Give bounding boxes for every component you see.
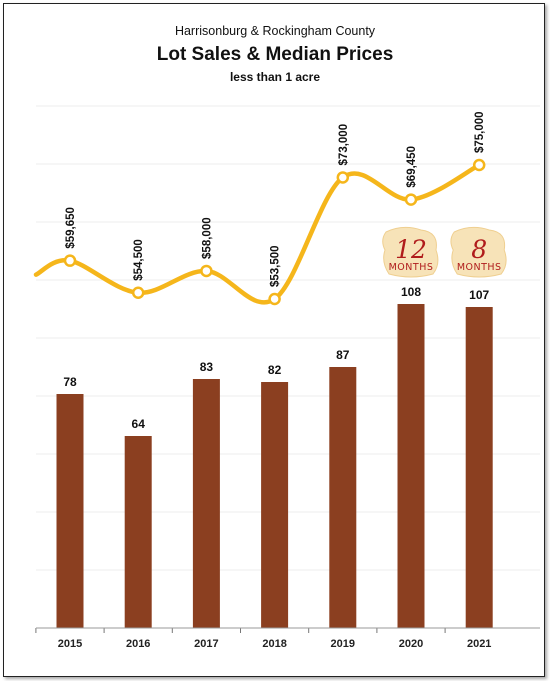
chart-subtitle: less than 1 acre [229,70,321,84]
bar [329,367,357,628]
bar [124,436,152,628]
bar-value-label: 87 [336,348,350,362]
bar-value-label: 107 [469,288,489,302]
price-value-label: $58,000 [201,217,213,259]
bar-value-label: 83 [200,360,214,374]
price-value-label: $75,000 [474,111,486,153]
bar-value-label: 108 [401,285,421,299]
chart-title: Lot Sales & Median Prices [156,44,394,65]
price-point [268,292,281,306]
bar [192,379,220,628]
x-tick-label: 2017 [194,638,218,650]
x-tick-label: 2018 [262,638,286,650]
annotation-number: 8 [471,235,487,264]
price-line [33,162,482,305]
price-value-label: $69,450 [406,146,418,188]
chart-region-title: Harrisonburg & Rockingham County [174,24,376,38]
bar [261,382,289,628]
x-tick-label: 2021 [467,638,491,650]
price-point [63,254,77,267]
x-tick-label: 2015 [58,638,82,650]
price-point [336,171,350,184]
price-point [131,286,145,300]
x-tick-label: 2020 [399,638,423,650]
bar-value-label: 64 [132,417,146,431]
price-value-label: $59,650 [65,207,77,249]
price-point [404,193,418,206]
bar [397,304,425,628]
annotation-highlight [450,226,507,278]
price-value-label: $54,500 [133,239,145,281]
price-point [200,264,213,278]
bar-value-label: 82 [268,363,282,377]
annotation-months: MONTHS [457,262,502,273]
annotation-highlight [382,226,439,278]
x-tick-label: 2016 [126,638,150,650]
bar [465,307,493,628]
annotation-number: 12 [395,235,427,264]
annotation-months: MONTHS [389,262,434,273]
x-tick-label: 2019 [331,638,355,650]
price-value-label: $53,500 [270,245,282,287]
bar-value-label: 78 [63,375,77,389]
bar [56,394,84,628]
price-point [472,158,486,172]
price-value-label: $73,000 [338,124,350,166]
